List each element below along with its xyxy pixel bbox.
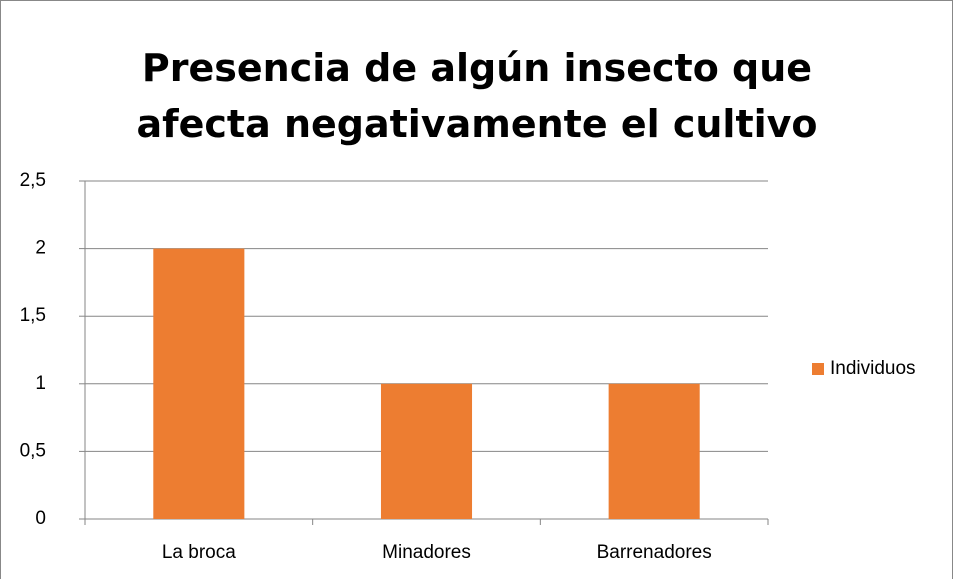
bar	[153, 248, 245, 519]
y-tick-label: 2	[35, 238, 46, 259]
x-tick-label: La broca	[162, 542, 236, 563]
x-tick-label: Barrenadores	[597, 542, 712, 563]
chart-title: Presencia de algún insecto que afecta ne…	[136, 46, 818, 146]
bar	[380, 383, 473, 519]
y-tick-label: 0	[35, 508, 46, 529]
legend-label: Individuos	[830, 358, 916, 379]
legend-swatch	[812, 363, 824, 375]
y-tick-label: 1	[35, 373, 46, 394]
bar	[608, 383, 700, 519]
y-tick-label: 2,5	[20, 170, 46, 191]
x-tick-label: Minadores	[382, 542, 471, 563]
y-tick-label: 0,5	[20, 440, 46, 461]
y-tick-label: 1,5	[20, 305, 46, 326]
